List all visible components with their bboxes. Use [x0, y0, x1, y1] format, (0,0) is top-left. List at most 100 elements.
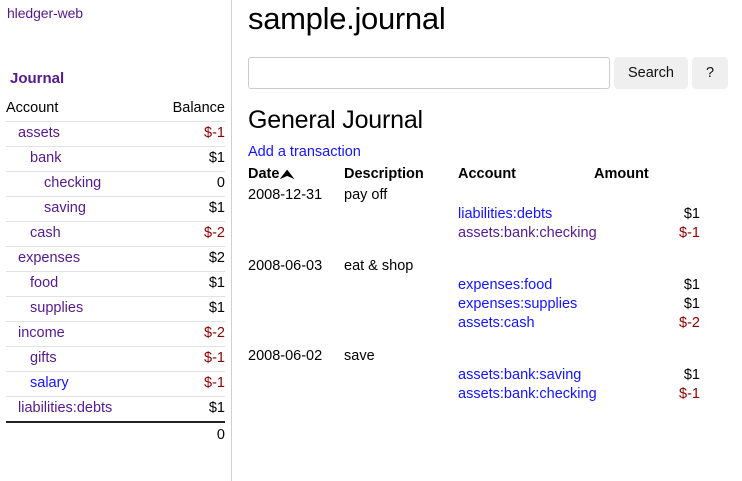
accounts-total-value: 0: [115, 421, 225, 448]
search-input[interactable]: [248, 57, 610, 89]
account-row: food $1: [6, 271, 225, 297]
posting-account-cell: liabilities:debts: [458, 205, 594, 224]
posting-date-spacer: [248, 385, 344, 404]
account-row: supplies $1: [6, 296, 225, 322]
account-row: liabilities:debts $1: [6, 396, 225, 422]
accounts-total-row: 0: [6, 421, 225, 448]
account-balance-cell: $1: [115, 146, 225, 172]
transaction-row: 2008-06-03 eat & shop: [248, 257, 700, 276]
search-button[interactable]: Search: [614, 57, 688, 89]
account-row: saving $1: [6, 196, 225, 222]
account-row: salary $-1: [6, 371, 225, 397]
main-content: sample.journal Search ? General Journal …: [232, 0, 742, 481]
account-row: expenses $2: [6, 246, 225, 272]
transaction-account-spacer: [458, 186, 594, 205]
posting-date-spacer: [248, 224, 344, 243]
posting-date-spacer: [248, 295, 344, 314]
account-link-income[interactable]: income: [18, 325, 65, 341]
account-name-cell: expenses: [6, 246, 116, 272]
account-balance-cell: $1: [115, 396, 225, 422]
accounts-col-account: Account: [6, 100, 59, 116]
account-balance-cell: $-2: [115, 221, 225, 247]
transaction-row: 2008-06-02 save: [248, 347, 700, 366]
posting-account-link[interactable]: expenses:supplies: [458, 296, 578, 312]
page-title: sample.journal: [248, 1, 446, 36]
account-row: assets $-1: [6, 121, 225, 147]
posting-amount-cell: $-2: [679, 315, 700, 331]
account-balance-cell: $1: [115, 196, 225, 222]
transaction-row: 2008-12-31 pay off: [248, 186, 700, 205]
transaction-spacer: [248, 243, 700, 257]
account-name-cell: bank: [6, 146, 116, 172]
account-link-cash[interactable]: cash: [30, 225, 61, 241]
account-balance-cell: $1: [115, 271, 225, 297]
transaction-description: save: [344, 348, 375, 364]
transaction-account-spacer: [458, 257, 594, 276]
account-row: income $-2: [6, 321, 225, 347]
account-name-cell: cash: [6, 221, 116, 247]
posting-account-link[interactable]: assets:cash: [458, 315, 535, 331]
posting-row: expenses:supplies $1: [248, 295, 700, 314]
posting-row: assets:bank:checking $-1: [248, 224, 700, 243]
account-link-salary[interactable]: salary: [30, 375, 69, 391]
search-bar: Search ?: [248, 57, 742, 89]
posting-account-link[interactable]: assets:bank:checking: [458, 386, 597, 402]
account-link-expenses[interactable]: expenses: [18, 250, 81, 266]
posting-date-spacer: [248, 366, 344, 385]
account-name-cell: liabilities:debts: [6, 396, 116, 422]
transaction-description: pay off: [344, 187, 388, 203]
account-link-bank[interactable]: bank: [30, 150, 62, 166]
account-link-gifts[interactable]: gifts: [30, 350, 57, 366]
transaction-description: eat & shop: [344, 258, 414, 274]
sidebar: hledger-web Journal Account Balance asse…: [0, 0, 232, 481]
journal-table: Date⮝ Description Account Amount 2008-12…: [248, 166, 700, 404]
account-name-cell: income: [6, 321, 116, 347]
journal-header-row: Date⮝ Description Account Amount: [248, 166, 700, 186]
account-name-cell: saving: [6, 196, 116, 222]
account-link-liabilities-debts[interactable]: liabilities:debts: [18, 400, 113, 416]
brand-link[interactable]: hledger-web: [7, 5, 83, 21]
posting-amount-cell: $1: [683, 296, 700, 312]
account-link-food[interactable]: food: [30, 275, 59, 291]
journal-col-account: Account: [458, 166, 516, 182]
posting-row: assets:bank:saving $1: [248, 366, 700, 385]
journal-col-date-label: Date: [248, 166, 280, 182]
sort-ascending-caret-icon: ⮝: [280, 167, 295, 181]
account-balance-cell: $1: [115, 296, 225, 322]
posting-account-link[interactable]: expenses:food: [458, 277, 553, 293]
account-link-assets[interactable]: assets: [18, 125, 60, 141]
account-row: bank $1: [6, 146, 225, 172]
posting-amount-cell: $-1: [679, 386, 700, 402]
sidebar-heading-journal[interactable]: Journal: [10, 70, 65, 87]
account-row: cash $-2: [6, 221, 225, 247]
account-name-cell: assets: [6, 121, 116, 147]
posting-date-spacer: [248, 276, 344, 295]
transaction-amount-spacer: [594, 257, 700, 276]
posting-date-spacer: [248, 205, 344, 224]
posting-description-spacer: [344, 205, 458, 224]
search-help-button[interactable]: ?: [691, 57, 729, 89]
section-title: General Journal: [248, 106, 423, 134]
posting-account-cell: assets:cash: [458, 314, 594, 333]
account-row: checking 0: [6, 171, 225, 197]
posting-account-cell: assets:bank:checking: [458, 385, 597, 404]
account-link-supplies[interactable]: supplies: [30, 300, 84, 316]
account-balance-cell: 0: [115, 171, 225, 197]
transaction-date: 2008-12-31: [248, 187, 323, 203]
transaction-date: 2008-06-03: [248, 258, 323, 274]
posting-account-cell: assets:bank:saving: [458, 366, 594, 385]
account-link-saving[interactable]: saving: [44, 200, 86, 216]
journal-col-date[interactable]: Date⮝: [248, 166, 344, 186]
posting-account-link[interactable]: assets:bank:checking: [458, 225, 597, 241]
transaction-date: 2008-06-02: [248, 348, 323, 364]
posting-account-link[interactable]: liabilities:debts: [458, 206, 553, 222]
posting-row: assets:bank:checking $-1: [248, 385, 700, 404]
account-link-checking[interactable]: checking: [44, 175, 102, 191]
accounts-header-row: Account Balance: [6, 100, 225, 122]
posting-account-link[interactable]: assets:bank:saving: [458, 367, 582, 383]
posting-row: liabilities:debts $1: [248, 205, 700, 224]
transaction-account-spacer: [458, 347, 594, 366]
accounts-body: assets $-1 bank $1 checking 0 saving $1 cash $-2 e…: [6, 121, 225, 448]
add-transaction-link[interactable]: Add a transaction: [248, 144, 361, 160]
